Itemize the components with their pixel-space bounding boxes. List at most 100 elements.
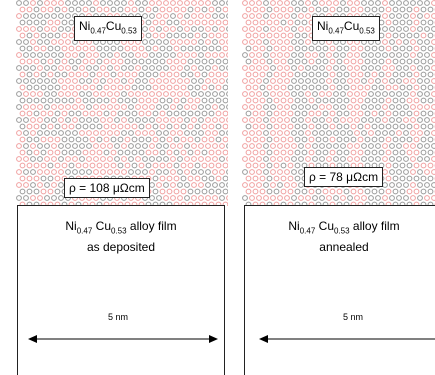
cu-atom bbox=[242, 143, 248, 149]
ni-atom bbox=[427, 71, 434, 78]
cu-atom bbox=[385, 45, 392, 52]
cu-atom bbox=[58, 104, 64, 110]
cu-atom bbox=[208, 6, 215, 13]
cu-atom bbox=[201, 201, 208, 206]
ni-atom bbox=[23, 195, 29, 201]
cu-atom bbox=[114, 78, 120, 84]
cu-atom bbox=[277, 52, 283, 58]
ni-atom bbox=[340, 52, 346, 58]
ni-atom bbox=[385, 123, 392, 130]
ni-atom bbox=[389, 143, 395, 149]
ni-atom bbox=[301, 188, 308, 195]
cu-atom bbox=[65, 91, 71, 97]
cu-atom bbox=[107, 130, 113, 136]
cu-atom bbox=[252, 45, 259, 52]
cu-atom bbox=[431, 78, 435, 84]
ni-atom bbox=[298, 156, 304, 162]
cu-atom bbox=[270, 169, 276, 175]
ni-atom bbox=[142, 0, 148, 6]
ni-atom bbox=[427, 110, 434, 117]
ni-atom bbox=[68, 19, 75, 26]
ni-atom bbox=[149, 195, 155, 201]
cu-atom bbox=[61, 84, 68, 91]
ni-atom bbox=[396, 65, 402, 71]
cu-atom bbox=[187, 136, 194, 143]
ni-atom bbox=[361, 130, 367, 136]
ni-atom bbox=[40, 32, 47, 39]
ni-atom bbox=[212, 0, 218, 6]
cu-atom bbox=[259, 175, 266, 182]
cu-atom bbox=[93, 0, 99, 6]
cu-atom bbox=[37, 104, 43, 110]
cu-atom bbox=[270, 130, 276, 136]
ni-atom bbox=[403, 0, 409, 6]
cu-atom bbox=[280, 123, 287, 130]
cu-atom bbox=[82, 71, 89, 78]
ni-atom bbox=[336, 97, 343, 104]
ni-atom bbox=[58, 130, 64, 136]
ni-atom bbox=[263, 13, 269, 19]
cu-atom bbox=[170, 39, 176, 45]
cu-atom bbox=[252, 123, 259, 130]
ni-atom bbox=[61, 19, 68, 26]
cu-atom bbox=[226, 117, 228, 123]
cu-atom bbox=[51, 182, 57, 188]
cu-atom bbox=[93, 169, 99, 175]
cu-atom bbox=[410, 195, 416, 201]
ni-atom bbox=[389, 195, 395, 201]
cu-atom bbox=[277, 104, 283, 110]
cu-atom bbox=[177, 91, 183, 97]
ni-atom bbox=[364, 6, 371, 13]
cu-atom bbox=[252, 71, 259, 78]
ni-atom bbox=[424, 156, 430, 162]
cu-atom bbox=[287, 136, 294, 143]
cu-atom bbox=[273, 32, 280, 39]
cu-atom bbox=[16, 169, 22, 175]
ni-atom bbox=[312, 65, 318, 71]
cu-atom bbox=[396, 130, 402, 136]
ni-atom bbox=[187, 110, 194, 117]
ni-atom bbox=[294, 6, 301, 13]
cu-atom bbox=[89, 149, 96, 156]
cu-atom bbox=[152, 84, 159, 91]
cu-atom bbox=[249, 182, 255, 188]
ni-atom bbox=[138, 6, 145, 13]
cu-atom bbox=[277, 117, 283, 123]
ni-atom bbox=[166, 123, 173, 130]
cu-atom bbox=[385, 19, 392, 26]
ni-atom bbox=[201, 188, 208, 195]
cu-atom bbox=[177, 39, 183, 45]
cu-atom bbox=[431, 104, 435, 110]
ni-atom bbox=[121, 130, 127, 136]
cu-atom bbox=[273, 58, 280, 65]
cu-atom bbox=[222, 110, 228, 117]
ni-atom bbox=[298, 78, 304, 84]
ni-atom bbox=[336, 136, 343, 143]
ni-atom bbox=[79, 0, 85, 6]
ni-atom bbox=[389, 156, 395, 162]
ni-atom bbox=[361, 78, 367, 84]
cu-atom bbox=[30, 39, 36, 45]
cu-atom bbox=[354, 156, 360, 162]
ni-atom bbox=[110, 6, 117, 13]
cu-atom bbox=[222, 123, 228, 130]
ni-atom bbox=[420, 136, 427, 143]
cu-atom bbox=[191, 195, 197, 201]
cu-atom bbox=[173, 188, 180, 195]
ni-atom bbox=[37, 156, 43, 162]
ni-atom bbox=[291, 26, 297, 32]
cu-atom bbox=[166, 175, 173, 182]
cu-atom bbox=[245, 6, 252, 13]
ni-atom bbox=[149, 13, 155, 19]
ni-atom bbox=[219, 104, 225, 110]
cu-atom bbox=[287, 162, 294, 169]
cu-atom bbox=[336, 188, 343, 195]
cu-atom bbox=[329, 6, 336, 13]
ni-atom bbox=[399, 19, 406, 26]
cu-atom bbox=[177, 65, 183, 71]
cu-atom bbox=[152, 162, 159, 169]
cu-atom bbox=[149, 78, 155, 84]
ni-atom bbox=[173, 162, 180, 169]
cu-atom bbox=[242, 104, 248, 110]
cu-atom bbox=[424, 169, 430, 175]
